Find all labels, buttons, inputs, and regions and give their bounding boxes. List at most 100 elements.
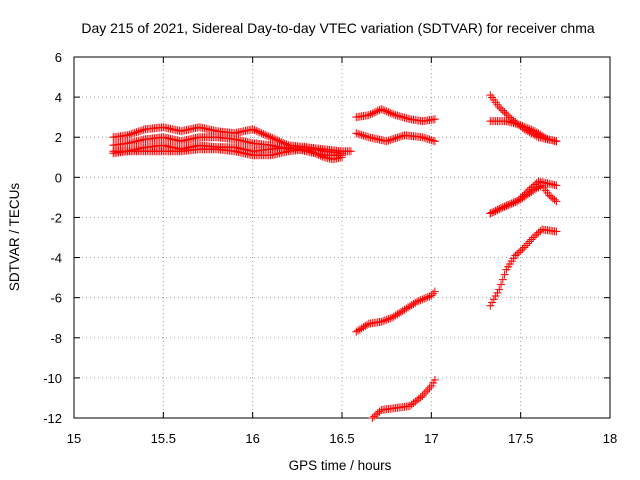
data-point [534,228,543,237]
data-point [136,127,145,136]
data-point [489,207,498,216]
data-point [355,130,364,139]
data-point [498,275,507,284]
data-point [423,293,432,302]
data-point [361,132,370,141]
data-point [495,285,504,294]
data-point [430,115,439,124]
data-point [509,119,518,128]
grid [74,57,610,418]
data-point [377,317,386,326]
data-point [396,132,405,141]
data-point [254,127,263,136]
data-point [357,324,366,333]
data-point [532,230,541,239]
data-point [346,147,355,156]
data-point [355,325,364,334]
x-tick-label: 16.5 [329,431,354,446]
data-point [520,243,529,252]
data-point [420,294,429,303]
y-tick-label: 0 [55,170,62,185]
data-point [384,315,393,324]
data-point [522,241,531,250]
data-point [529,233,538,242]
data-point [305,146,314,155]
data-point [396,112,405,121]
data-point [134,127,143,136]
data-point [395,309,404,318]
data-point [430,287,439,296]
data-point [364,111,373,120]
data-point [304,146,313,155]
data-point [527,125,536,134]
data-point [429,289,438,298]
data-point [416,393,425,402]
data-point [127,130,136,139]
data-point [552,137,561,146]
data-point [493,205,502,214]
data-point [398,113,407,122]
y-tick-label: -10 [43,371,62,386]
data-point [371,107,380,116]
data-point [386,136,395,145]
data-point [504,201,513,210]
data-point [550,195,559,204]
data-point [371,410,380,419]
data-point [386,108,395,117]
series-track-l [486,181,561,218]
data-point [509,198,518,207]
data-point [271,135,280,144]
data-point [511,197,520,206]
data-point [513,120,522,129]
data-point [257,129,266,138]
data-point [404,303,413,312]
data-point [139,125,148,134]
data-point [418,391,427,400]
data-point [552,197,561,206]
y-tick-label: -4 [50,251,62,266]
data-point [411,298,420,307]
data-point [498,203,507,212]
data-point [391,111,400,120]
data-point [338,153,346,162]
data-point [488,208,497,217]
data-point [514,248,523,257]
data-point [525,237,534,246]
data-point [382,137,391,146]
data-point [379,317,388,326]
series-track-g [352,287,439,336]
data-point [500,108,509,117]
data-point [380,316,389,325]
data-point [420,389,429,398]
data-point [497,280,506,289]
data-point [250,126,259,135]
data-point [359,131,368,140]
data-point [261,130,270,139]
data-point [516,121,525,130]
data-point [357,130,366,139]
data-point [502,110,511,119]
data-point [352,129,361,138]
data-point [500,202,509,211]
data-point [523,239,532,248]
data-point [370,108,379,117]
data-point [373,409,382,418]
data-point [368,414,377,422]
data-point [504,117,513,126]
data-point [359,323,368,332]
data-point [425,383,434,392]
data-point [382,315,391,324]
y-axis-label: SDTVAR / TECUs [7,183,22,292]
data-point [391,134,400,143]
data-point [259,130,268,139]
data-point [393,310,402,319]
x-tick-label: 15.5 [151,431,176,446]
data-point [530,185,539,194]
data-point [529,126,538,135]
data-point [497,204,506,213]
data-point [130,128,139,137]
data-point [541,134,550,143]
series-track-e [352,105,439,126]
data-point [363,320,372,329]
data-point [407,301,416,310]
